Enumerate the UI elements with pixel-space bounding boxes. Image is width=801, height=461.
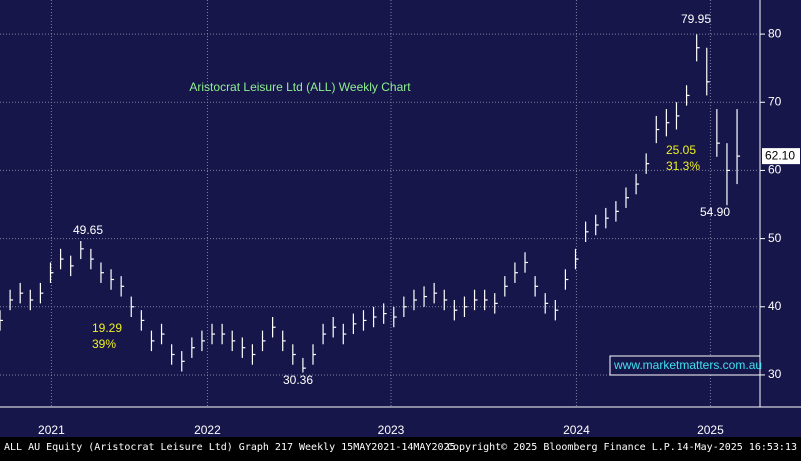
x-tick-label: 2022 bbox=[194, 423, 221, 437]
y-tick-label: 70 bbox=[768, 94, 782, 108]
annotation: 79.95 bbox=[681, 12, 711, 26]
last-price-label: 62.10 bbox=[765, 148, 795, 162]
annotation: 39% bbox=[92, 337, 116, 351]
chart-title: Aristocrat Leisure Ltd (ALL) Weekly Char… bbox=[189, 80, 411, 94]
y-axis-bg bbox=[760, 0, 801, 407]
footer: Copyright© 2025 Bloomberg Finance L.P. bbox=[447, 442, 676, 453]
x-tick-label: 2024 bbox=[563, 423, 590, 437]
y-tick-label: 50 bbox=[768, 231, 782, 245]
watermark-box bbox=[609, 355, 761, 376]
watermark: www.marketmatters.com.au bbox=[613, 358, 762, 372]
plot-bg bbox=[0, 0, 760, 407]
last-price-box bbox=[762, 148, 800, 165]
footer: ALL AU Equity (Aristocrat Leisure Ltd) G… bbox=[4, 442, 456, 453]
annotation: 19.29 bbox=[92, 321, 122, 335]
y-tick-label: 80 bbox=[768, 26, 782, 40]
x-tick-label: 2025 bbox=[697, 423, 724, 437]
y-tick-label: 40 bbox=[768, 299, 782, 313]
annotation: 54.90 bbox=[700, 205, 730, 219]
x-axis-bg bbox=[0, 407, 801, 437]
footer: 14-May-2025 16:53:13 bbox=[677, 442, 797, 453]
annotation: 30.36 bbox=[283, 373, 313, 387]
annotation: 25.05 bbox=[666, 143, 696, 157]
x-tick-label: 2021 bbox=[38, 423, 65, 437]
y-tick-label: 30 bbox=[768, 367, 782, 381]
annotation: 31.3% bbox=[666, 159, 700, 173]
y-tick-label: 60 bbox=[768, 163, 782, 177]
x-tick-label: 2023 bbox=[378, 423, 405, 437]
annotation: 49.65 bbox=[73, 223, 103, 237]
